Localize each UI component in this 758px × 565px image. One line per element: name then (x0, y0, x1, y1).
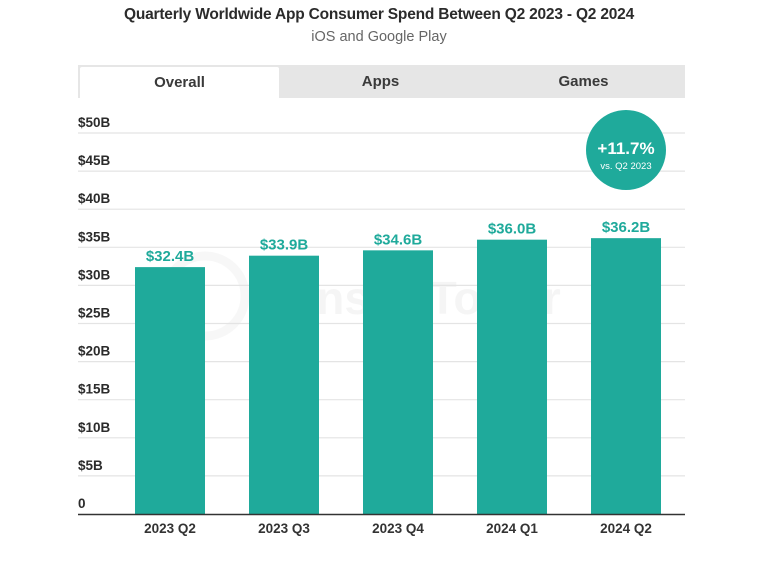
y-tick-label: $20B (78, 344, 111, 359)
y-tick-label: $30B (78, 267, 111, 282)
y-tick-label: $10B (78, 420, 111, 435)
data-label: $34.6B (374, 231, 423, 248)
growth-badge-value: +11.7% (597, 139, 654, 158)
segment-tabs: Overall Apps Games (78, 65, 685, 98)
chart-title: Quarterly Worldwide App Consumer Spend B… (123, 6, 635, 23)
bar (477, 239, 547, 514)
bars (135, 238, 661, 514)
y-tick-label: $35B (78, 229, 111, 244)
x-tick-label: 2024 Q1 (486, 521, 538, 536)
x-tick-label: 2023 Q2 (144, 521, 196, 536)
y-tick-label: $40B (78, 191, 111, 206)
y-tick-label: $50B (78, 115, 111, 130)
data-labels: $32.4B $33.9B $34.6B $36.0B $36.2B (146, 219, 651, 265)
y-axis-ticks: 0 $5B $10B $15B $20B $25B $30B $35B $40B $45B $50B (78, 115, 111, 511)
growth-badge: +11.7% vs. Q2 2023 (586, 110, 666, 190)
x-tick-label: 2023 Q4 (372, 521, 424, 536)
bar (363, 250, 433, 514)
tab-apps[interactable]: Apps (361, 73, 400, 90)
bar (591, 238, 661, 514)
y-tick-label: $5B (78, 458, 103, 473)
y-tick-label: $25B (78, 306, 111, 321)
data-label: $36.0B (488, 221, 537, 238)
growth-badge-caption: vs. Q2 2023 (600, 161, 651, 172)
data-label: $33.9B (260, 237, 309, 254)
tab-overall[interactable]: Overall (80, 67, 279, 98)
data-label: $36.2B (602, 219, 651, 236)
x-tick-label: 2023 Q3 (258, 521, 310, 536)
x-tick-label: 2024 Q2 (600, 521, 652, 536)
growth-badge-circle (586, 110, 666, 190)
bar (249, 255, 319, 514)
tab-games[interactable]: Games (558, 73, 609, 90)
bar (135, 267, 205, 514)
y-tick-label: $45B (78, 153, 111, 168)
x-axis-ticks: 2023 Q2 2023 Q3 2023 Q4 2024 Q1 2024 Q2 (144, 521, 652, 536)
y-tick-label: $15B (78, 382, 111, 397)
y-tick-label: 0 (78, 496, 86, 511)
chart-subtitle: iOS and Google Play (311, 29, 447, 45)
data-label: $32.4B (146, 248, 195, 265)
